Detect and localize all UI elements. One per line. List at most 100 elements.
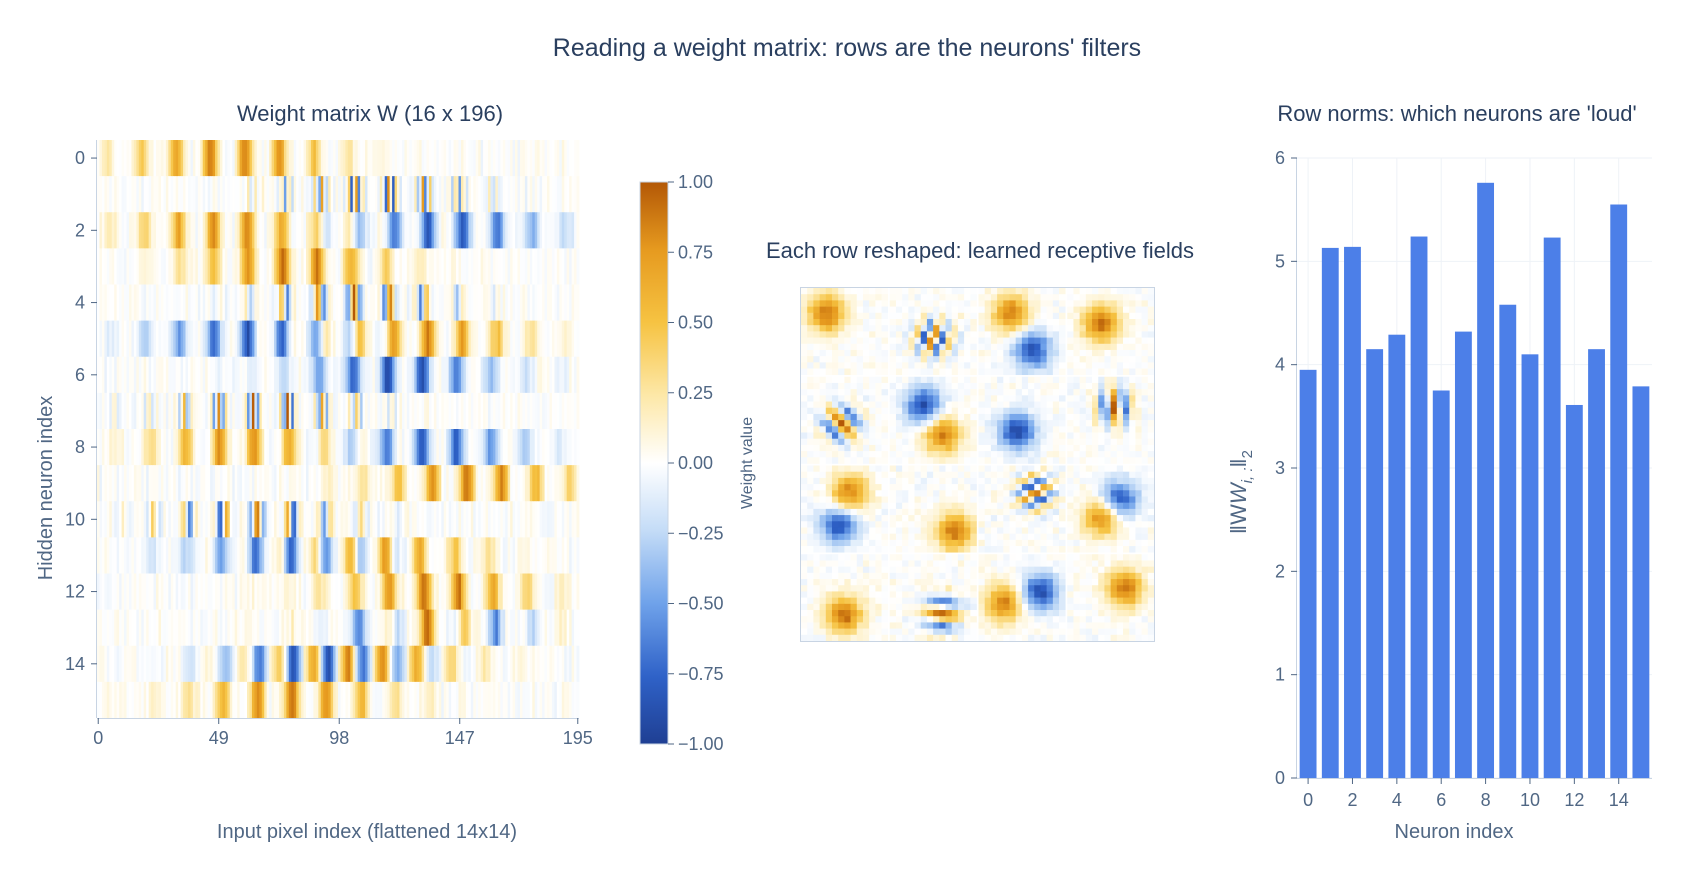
- heatmap-cell: [473, 356, 477, 394]
- heatmap-cell: [190, 176, 194, 213]
- receptive-field-pixel: [1104, 389, 1111, 396]
- receptive-field-pixel: [914, 343, 922, 351]
- heatmap-cell: [527, 320, 531, 358]
- heatmap-cell: [333, 537, 336, 574]
- receptive-field-pixel: [819, 294, 827, 301]
- heatmap-cell: [362, 429, 366, 466]
- heatmap-cell: [229, 320, 233, 358]
- heatmap-cell: [227, 392, 231, 430]
- heatmap-cell: [419, 212, 423, 249]
- heatmap-cell: [355, 681, 359, 719]
- heatmap-cell: [298, 212, 302, 249]
- heatmap-cell: [175, 537, 179, 574]
- heatmap-cell: [382, 681, 386, 719]
- heatmap-cell: [229, 501, 233, 538]
- heatmap-cell: [298, 429, 302, 466]
- heatmap-cell: [502, 537, 506, 574]
- receptive-field-pixel: [957, 413, 965, 421]
- heatmap-cell: [310, 140, 314, 177]
- heatmap-cell: [527, 248, 531, 285]
- heatmap-cell: [338, 140, 341, 177]
- heatmap-cell: [419, 392, 423, 430]
- heatmap-cell: [163, 681, 167, 719]
- receptive-field-pixel: [1015, 401, 1023, 409]
- receptive-field-pixel: [1073, 420, 1080, 427]
- heatmap-cell: [215, 645, 218, 683]
- heatmap-cell: [527, 645, 531, 683]
- heatmap-cell: [342, 429, 346, 466]
- heatmap-cell: [328, 392, 332, 430]
- heatmap-cell: [99, 573, 103, 611]
- heatmap-cell: [507, 356, 511, 394]
- heatmap-cell: [342, 465, 346, 502]
- receptive-field-pixel: [881, 496, 889, 503]
- receptive-field-pixel: [838, 426, 845, 433]
- heatmap-cell: [549, 248, 553, 285]
- receptive-field-pixel: [926, 420, 934, 427]
- receptive-field-pixel: [978, 426, 985, 433]
- heatmap-cell: [318, 212, 322, 249]
- heatmap-cell: [219, 140, 223, 177]
- receptive-field-pixel: [1021, 306, 1029, 314]
- heatmap-cell: [571, 392, 575, 430]
- receptive-field-pixel: [1003, 288, 1010, 295]
- heatmap-x-tick-label: 49: [209, 728, 229, 748]
- receptive-field-pixel: [1110, 401, 1118, 409]
- receptive-field-pixel: [1079, 337, 1087, 345]
- heatmap-cell: [104, 465, 108, 502]
- receptive-field-pixel: [1147, 451, 1155, 458]
- heatmap-cell: [431, 140, 435, 177]
- receptive-field-pixel: [801, 465, 808, 472]
- receptive-field-pixel: [933, 300, 940, 307]
- receptive-field-pixel: [807, 306, 814, 314]
- receptive-field-pixel: [819, 426, 827, 433]
- receptive-field-pixel: [902, 426, 909, 433]
- heatmap-cell: [338, 176, 341, 213]
- receptive-field-pixel: [844, 294, 851, 301]
- heatmap-cell: [219, 176, 223, 213]
- receptive-field-pixel: [1067, 331, 1074, 338]
- receptive-field-pixel: [801, 438, 808, 446]
- heatmap-cell: [532, 212, 536, 249]
- heatmap-cell: [315, 284, 319, 322]
- receptive-field-pixel: [875, 318, 882, 326]
- receptive-field-pixel: [1104, 306, 1111, 314]
- receptive-field-pixel: [978, 349, 985, 357]
- heatmap-cell: [207, 284, 211, 322]
- heatmap-cell: [470, 465, 474, 502]
- receptive-field-pixel: [1104, 382, 1111, 390]
- heatmap-cell: [345, 320, 349, 358]
- heatmap-cell: [156, 248, 159, 285]
- receptive-field-pixel: [957, 312, 965, 320]
- heatmap-cell: [256, 212, 260, 249]
- heatmap-cell: [549, 140, 553, 177]
- heatmap-cell: [379, 140, 383, 177]
- receptive-field-pixel: [862, 521, 870, 528]
- receptive-field-pixel: [813, 521, 820, 528]
- heatmap-cell: [170, 501, 174, 538]
- heatmap-cell: [111, 429, 115, 466]
- receptive-field-pixel: [1141, 306, 1149, 314]
- heatmap-cell: [392, 645, 395, 683]
- heatmap-cell: [274, 645, 277, 683]
- receptive-field-pixel: [801, 471, 808, 479]
- receptive-field-pixel: [838, 508, 845, 516]
- heatmap-cell: [458, 501, 462, 538]
- heatmap-cell: [205, 248, 209, 285]
- heatmap-cell: [453, 465, 457, 502]
- receptive-field-pixel: [1040, 457, 1047, 464]
- heatmap-cell: [549, 537, 553, 574]
- receptive-field-pixel: [945, 300, 953, 307]
- heatmap-cell: [335, 465, 339, 502]
- heatmap-cell: [485, 681, 489, 719]
- heatmap-cell: [320, 140, 324, 177]
- receptive-field-pixel: [1003, 413, 1010, 421]
- heatmap-cell: [340, 681, 344, 719]
- heatmap-cell: [242, 284, 245, 322]
- receptive-field-pixel: [1028, 451, 1035, 458]
- heatmap-cell: [485, 320, 489, 358]
- receptive-field-pixel: [844, 426, 851, 433]
- receptive-field-pixel: [825, 376, 833, 384]
- receptive-field-pixel: [926, 395, 934, 402]
- heatmap-cell: [143, 356, 147, 394]
